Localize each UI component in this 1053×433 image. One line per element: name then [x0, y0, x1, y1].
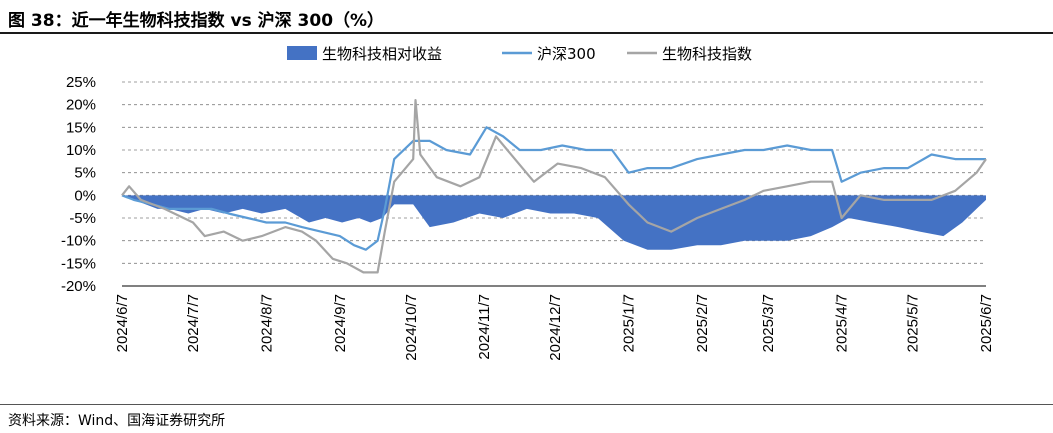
x-tick-label: 2025/5/7 — [905, 294, 922, 352]
x-tick-label: 2024/7/7 — [185, 294, 202, 352]
x-tick-label: 2024/10/7 — [403, 294, 420, 361]
title-rule — [0, 32, 1053, 34]
x-tick-label: 2025/3/7 — [760, 294, 777, 352]
plot-area — [121, 99, 987, 274]
y-tick-label: 20% — [66, 97, 96, 114]
series-line-biotech-index — [121, 99, 987, 274]
series-area-relative-return — [122, 195, 986, 250]
source-note: 资料来源：Wind、国海证券研究所 — [8, 413, 226, 429]
x-tick-label: 2024/9/7 — [332, 294, 349, 352]
gridlines — [122, 81, 986, 287]
y-tick-label: 5% — [74, 165, 96, 182]
x-tick-label: 2024/8/7 — [258, 294, 275, 352]
y-tick-label: -5% — [69, 210, 96, 227]
series-line-hs300 — [121, 126, 986, 251]
figure-title: 图 38：近一年生物科技指数 vs 沪深 300（%） — [8, 11, 385, 31]
legend-swatch-relative-return — [287, 46, 317, 60]
x-tick-label: 2025/6/7 — [978, 294, 995, 352]
x-axis: 2024/6/7 2024/7/7 2024/8/7 2024/9/7 2024/10/… — [114, 285, 995, 361]
legend-label-biotech-index: 生物科技指数 — [662, 45, 752, 63]
chart: 生物科技相对收益 沪深300 生物科技指数 25% 20% 15% 10% 5% 0% -5% -… — [61, 45, 995, 361]
x-tick-label: 2024/6/7 — [114, 294, 131, 352]
x-tick-label: 2025/1/7 — [621, 294, 638, 352]
legend: 生物科技相对收益 沪深300 生物科技指数 — [287, 45, 752, 63]
x-tick-label: 2025/4/7 — [834, 294, 851, 352]
y-tick-label: -15% — [61, 255, 96, 272]
y-tick-label: -10% — [61, 233, 96, 250]
y-tick-label: 25% — [66, 74, 96, 91]
x-tick-label: 2025/2/7 — [694, 294, 711, 352]
x-tick-label: 2024/12/7 — [547, 294, 564, 361]
y-tick-label: 0% — [74, 187, 96, 204]
y-tick-label: -20% — [61, 278, 96, 295]
source-rule — [0, 404, 1053, 405]
y-tick-label: 10% — [66, 142, 96, 159]
legend-label-hs300: 沪深300 — [537, 45, 596, 63]
x-tick-label: 2024/11/7 — [476, 294, 493, 360]
y-tick-label: 15% — [66, 119, 96, 136]
y-axis: 25% 20% 15% 10% 5% 0% -5% -10% -15% -20% — [61, 74, 96, 295]
legend-label-relative-return: 生物科技相对收益 — [322, 45, 442, 63]
